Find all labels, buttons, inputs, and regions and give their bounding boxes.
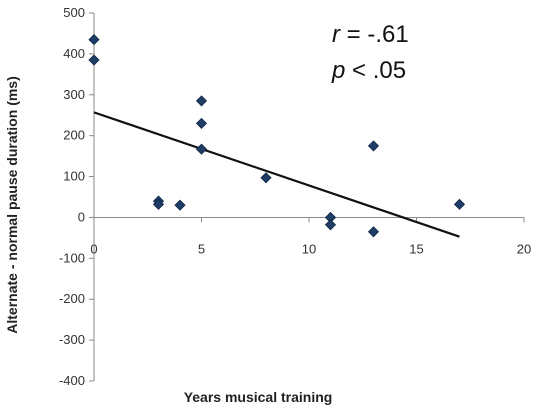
data-point bbox=[367, 226, 380, 238]
y-tick-label: 0 bbox=[78, 209, 85, 224]
data-point bbox=[195, 117, 208, 129]
y-tick-label: 300 bbox=[63, 87, 85, 102]
x-tick-label: 0 bbox=[90, 241, 97, 256]
r-symbol: r bbox=[332, 21, 341, 48]
y-tick-label: 100 bbox=[63, 169, 85, 184]
r-value: = -.61 bbox=[340, 21, 409, 48]
data-point bbox=[174, 199, 186, 211]
y-tick-label: 200 bbox=[63, 128, 85, 143]
y-tick-label: -300 bbox=[59, 332, 85, 347]
y-tick-label: 500 bbox=[63, 5, 85, 20]
trendline bbox=[93, 111, 460, 238]
data-point bbox=[152, 198, 165, 210]
p-value-annotation: p < .05 bbox=[331, 57, 406, 84]
data-point bbox=[367, 140, 380, 152]
x-tick-label: 5 bbox=[198, 241, 205, 256]
y-tick-label: -200 bbox=[59, 291, 85, 306]
data-point bbox=[195, 143, 208, 155]
y-tick-label: -400 bbox=[59, 373, 85, 388]
data-point bbox=[88, 54, 100, 66]
y-ticks: 500 400 300 200 100 0 -100 -200 -300 -400 bbox=[59, 5, 94, 388]
x-tick-label: 20 bbox=[517, 241, 531, 256]
x-ticks: 0 5 10 15 20 bbox=[90, 217, 531, 256]
data-point bbox=[260, 172, 272, 184]
data-point bbox=[88, 34, 100, 46]
y-axis-title: Alternate - normal pause duration (ms) bbox=[4, 76, 20, 333]
x-tick-label: 10 bbox=[302, 241, 316, 256]
p-symbol: p bbox=[331, 57, 345, 84]
p-value: < .05 bbox=[345, 57, 406, 84]
data-point bbox=[453, 198, 466, 210]
x-axis-title: Years musical training bbox=[184, 389, 333, 405]
y-tick-label: -100 bbox=[59, 250, 85, 265]
data-point bbox=[195, 95, 208, 107]
data-points bbox=[88, 34, 466, 238]
data-point bbox=[324, 219, 337, 231]
x-tick-label: 15 bbox=[409, 241, 423, 256]
correlation-annotation: r = -.61 bbox=[332, 21, 409, 48]
y-tick-label: 400 bbox=[63, 46, 85, 61]
